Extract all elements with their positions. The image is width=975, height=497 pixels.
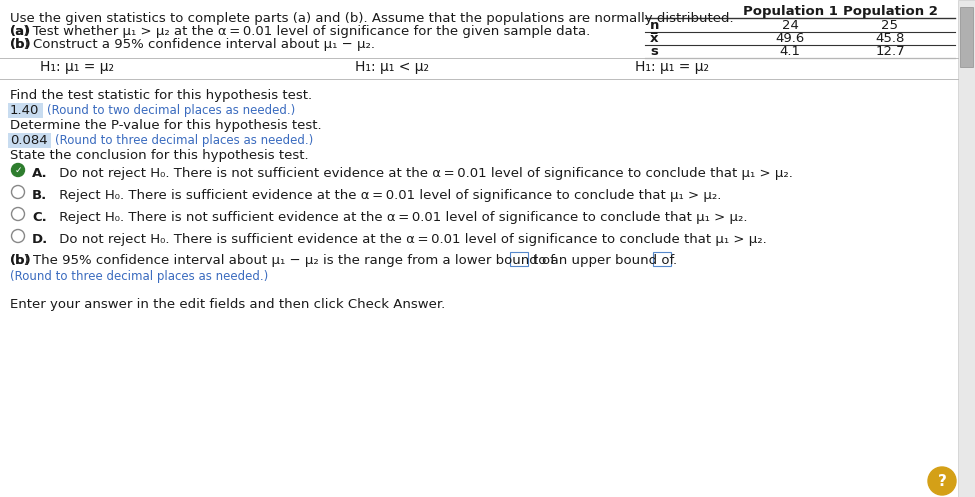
Text: (b) The 95% confidence interval about μ₁ − μ₂ is the range from a lower bound of: (b) The 95% confidence interval about μ₁… — [10, 254, 555, 267]
Text: (b): (b) — [10, 254, 32, 267]
Text: 4.1: 4.1 — [779, 45, 800, 58]
Circle shape — [928, 467, 956, 495]
Text: (Round to three decimal places as needed.): (Round to three decimal places as needed… — [10, 270, 268, 283]
Text: (Round to two decimal places as needed.): (Round to two decimal places as needed.) — [47, 104, 295, 117]
Text: H₁: μ₁ = μ₂: H₁: μ₁ = μ₂ — [40, 60, 114, 74]
Text: A.: A. — [32, 167, 48, 180]
Text: Do not reject H₀. There is not sufficient evidence at the α = 0.01 level of sign: Do not reject H₀. There is not sufficien… — [55, 167, 793, 180]
Text: Population 2: Population 2 — [842, 5, 937, 18]
Text: 12.7: 12.7 — [876, 45, 905, 58]
Text: Use the given statistics to complete parts (a) and (b). Assume that the populati: Use the given statistics to complete par… — [10, 12, 733, 25]
FancyBboxPatch shape — [8, 133, 51, 148]
Text: Determine the P-value for this hypothesis test.: Determine the P-value for this hypothesi… — [10, 119, 322, 132]
Text: Do not reject H₀. There is sufficient evidence at the α = 0.01 level of signific: Do not reject H₀. There is sufficient ev… — [55, 233, 766, 246]
Text: Find the test statistic for this hypothesis test.: Find the test statistic for this hypothe… — [10, 89, 312, 102]
Text: State the conclusion for this hypothesis test.: State the conclusion for this hypothesis… — [10, 149, 309, 162]
Text: Reject H₀. There is sufficient evidence at the α = 0.01 level of significance to: Reject H₀. There is sufficient evidence … — [55, 189, 722, 202]
Text: (b): (b) — [10, 38, 32, 51]
Text: 49.6: 49.6 — [775, 32, 804, 45]
Text: 45.8: 45.8 — [876, 32, 905, 45]
Text: (Round to three decimal places as needed.): (Round to three decimal places as needed… — [55, 134, 313, 147]
Text: C.: C. — [32, 211, 47, 224]
Text: (a): (a) — [10, 25, 31, 38]
Text: to an upper bound of: to an upper bound of — [533, 254, 675, 267]
Text: x̅: x̅ — [650, 32, 658, 45]
Text: H₁: μ₁ = μ₂: H₁: μ₁ = μ₂ — [635, 60, 709, 74]
FancyBboxPatch shape — [653, 252, 671, 266]
Circle shape — [12, 164, 24, 176]
Text: ✓: ✓ — [15, 166, 21, 174]
Text: 25: 25 — [881, 19, 899, 32]
FancyBboxPatch shape — [8, 103, 43, 118]
Text: H₁: μ₁ < μ₂: H₁: μ₁ < μ₂ — [355, 60, 429, 74]
Text: 0.084: 0.084 — [10, 134, 48, 147]
Text: .: . — [673, 254, 677, 267]
Text: 24: 24 — [782, 19, 799, 32]
Text: D.: D. — [32, 233, 48, 246]
Text: Population 1: Population 1 — [743, 5, 838, 18]
Text: n: n — [650, 19, 659, 32]
Text: B.: B. — [32, 189, 47, 202]
Text: Reject H₀. There is not sufficient evidence at the α = 0.01 level of significanc: Reject H₀. There is not sufficient evide… — [55, 211, 748, 224]
Text: Enter your answer in the edit fields and then click Check Answer.: Enter your answer in the edit fields and… — [10, 298, 446, 311]
Text: 1.40: 1.40 — [10, 104, 39, 117]
FancyBboxPatch shape — [510, 252, 528, 266]
FancyBboxPatch shape — [958, 0, 975, 497]
Text: (a) Test whether μ₁ > μ₂ at the α = 0.01 level of significance for the given sam: (a) Test whether μ₁ > μ₂ at the α = 0.01… — [10, 25, 590, 38]
Text: ?: ? — [938, 474, 947, 489]
Text: (b) Construct a 95% confidence interval about μ₁ − μ₂.: (b) Construct a 95% confidence interval … — [10, 38, 375, 51]
Text: s: s — [650, 45, 658, 58]
FancyBboxPatch shape — [960, 7, 973, 67]
